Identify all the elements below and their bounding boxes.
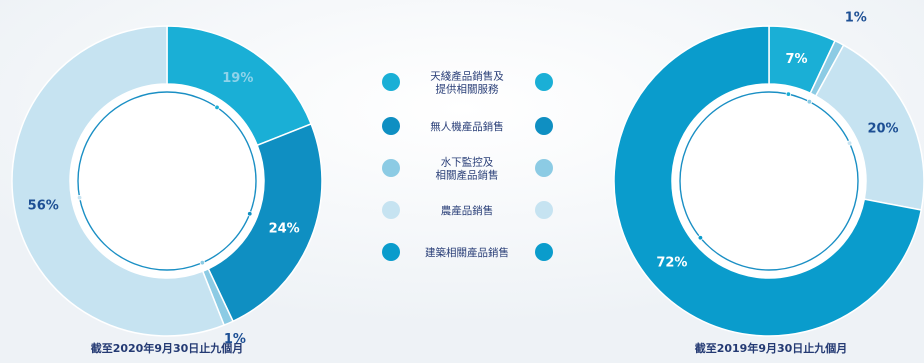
donut-hole-2019 <box>672 84 866 278</box>
legend-swatch-left-4 <box>382 243 400 261</box>
legend-swatch-left-3 <box>382 201 400 219</box>
ring-marker-2020-0 <box>214 104 220 111</box>
data-label-2020-2: 1% <box>224 332 246 347</box>
donut-chart-2019: 7% 1% 20% 72% <box>613 10 924 337</box>
legend-swatch-left-0 <box>382 73 400 91</box>
legend-swatch-left-1 <box>382 117 400 135</box>
inner-ring-2020 <box>77 91 257 271</box>
chart-caption-2019: 截至2019年9月30日止九個月 <box>694 342 848 355</box>
legend-label-4: 建築相關產品銷售 <box>425 246 509 259</box>
ring-marker-2020-3 <box>76 194 83 201</box>
data-label-2020-3: 56% <box>28 199 59 214</box>
data-label-2019-0: 7% <box>785 52 807 67</box>
legend-label-2: 水下監控及相關產品銷售 <box>436 156 499 182</box>
legend-label-0: 天綫產品銷售及提供相關服務 <box>430 70 504 96</box>
inner-ring-2019 <box>679 91 859 271</box>
data-label-2019-3: 72% <box>656 255 687 270</box>
chart-caption-2020: 截至2020年9月30日止九個月 <box>90 342 244 355</box>
data-label-2020-1: 24% <box>269 221 300 236</box>
legend-swatch-left-2 <box>382 159 400 177</box>
legend: 天綫產品銷售及提供相關服務無人機產品銷售水下監控及相關產品銷售農產品銷售建築相關… <box>382 70 553 261</box>
legend-swatch-right-1 <box>535 117 553 135</box>
legend-swatch-right-4 <box>535 243 553 261</box>
data-label-2020-0: 19% <box>222 71 253 86</box>
data-label-2019-1: 1% <box>845 10 867 25</box>
legend-swatch-right-3 <box>535 201 553 219</box>
data-label-2019-2: 20% <box>867 121 898 136</box>
ring-marker-2019-0 <box>785 91 792 97</box>
donut-chart-2020: 19% 24% 1% 56% <box>11 25 323 347</box>
legend-swatch-right-0 <box>535 73 553 91</box>
ring-marker-2020-1 <box>247 211 253 217</box>
ring-marker-2019-2 <box>846 140 853 146</box>
legend-label-1: 無人機產品銷售 <box>430 120 504 133</box>
legend-label-3: 農產品銷售 <box>441 204 494 217</box>
ring-marker-2019-3 <box>697 235 704 241</box>
donut-hole-2020 <box>70 84 264 278</box>
legend-swatch-right-2 <box>535 159 553 177</box>
ring-marker-2019-1 <box>806 99 813 105</box>
ring-marker-2020-2 <box>199 259 206 266</box>
